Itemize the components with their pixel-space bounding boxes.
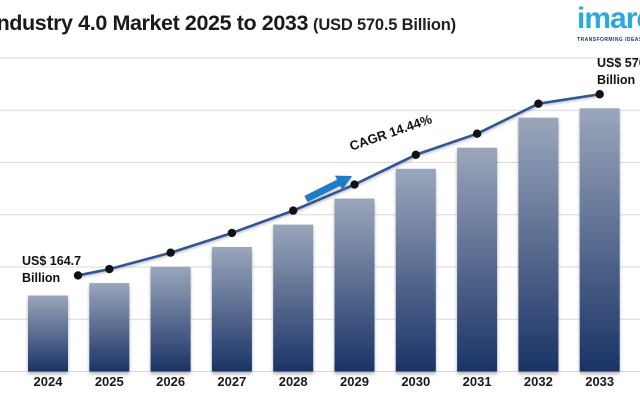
x-axis-label-2029: 2029 [340, 374, 369, 389]
x-axis-label-2026: 2026 [156, 374, 186, 389]
bar-2030 [395, 168, 436, 372]
end-value-line2: Billion [597, 73, 636, 87]
start-value-line1: US$ 164.7 [22, 254, 82, 268]
data-point-2027 [227, 228, 237, 238]
data-point-2028 [289, 206, 298, 215]
x-axis-label-2028: 2028 [278, 374, 308, 389]
data-point-2025 [105, 264, 114, 274]
data-point-2029 [350, 180, 359, 189]
page-title: Industry 4.0 Market 2025 to 2033 (USD 570… [0, 8, 456, 41]
bar-2028 [273, 224, 314, 372]
data-point-2032 [534, 99, 543, 108]
trend-line [76, 92, 602, 277]
start-value-label: US$ 164.7 Billion [22, 253, 81, 287]
x-axis-label-2033: 2033 [585, 374, 615, 389]
start-value-line2: Billion [22, 271, 61, 285]
x-axis-label-2025: 2025 [94, 374, 124, 389]
x-axis-label-2027: 2027 [217, 374, 247, 389]
title-main-text: Industry 4.0 Market 2025 to 2033 [0, 11, 309, 35]
imarc-tagline: TRANSFORMING IDEAS INT [577, 37, 640, 43]
data-point-2024 [73, 271, 83, 280]
x-axis-label-2031: 2031 [462, 374, 492, 389]
bar-2025 [89, 283, 130, 372]
bar-2029 [334, 198, 375, 372]
end-value-label: US$ 570.5 Billion [597, 55, 640, 89]
growth-arrow-icon [304, 175, 352, 203]
bar-2032 [518, 117, 559, 372]
bar-2024 [28, 295, 68, 372]
bar-2027 [211, 246, 252, 372]
x-axis-label-2032: 2032 [523, 374, 553, 389]
end-value-line1: US$ 570.5 [597, 56, 640, 70]
x-axis-label-2030: 2030 [401, 374, 431, 389]
data-point-2026 [166, 248, 175, 257]
title-paren-text: (USD 570.5 Billion) [313, 16, 456, 34]
bar-2031 [457, 147, 498, 372]
data-point-2031 [472, 129, 482, 138]
imarc-logo: imarc TRANSFORMING IDEAS INT [577, 2, 640, 43]
bar-2026 [150, 266, 191, 372]
x-axis-label-2024: 2024 [33, 374, 63, 389]
imarc-wordmark: imarc [577, 2, 640, 35]
data-point-2030 [411, 150, 420, 159]
bar-2033 [579, 108, 620, 372]
data-point-2033 [595, 90, 604, 99]
